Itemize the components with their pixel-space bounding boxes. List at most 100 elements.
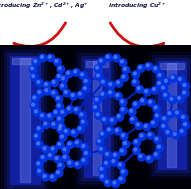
Circle shape <box>52 91 55 94</box>
Circle shape <box>70 92 77 100</box>
Circle shape <box>38 91 41 94</box>
Circle shape <box>96 66 99 69</box>
Circle shape <box>147 99 155 107</box>
Circle shape <box>59 134 67 141</box>
Circle shape <box>58 123 65 131</box>
Circle shape <box>180 114 188 122</box>
Circle shape <box>132 79 139 86</box>
Circle shape <box>84 152 87 154</box>
Circle shape <box>45 83 48 86</box>
Circle shape <box>64 91 67 94</box>
Circle shape <box>77 91 85 98</box>
Bar <box>155 58 189 172</box>
Circle shape <box>47 54 55 62</box>
Circle shape <box>132 71 140 78</box>
Circle shape <box>173 133 176 136</box>
Circle shape <box>57 126 65 134</box>
Circle shape <box>158 82 160 84</box>
Circle shape <box>63 155 66 158</box>
Bar <box>152 55 191 175</box>
Circle shape <box>96 138 104 146</box>
Circle shape <box>58 127 61 130</box>
Circle shape <box>99 147 102 150</box>
Circle shape <box>99 166 106 174</box>
Circle shape <box>29 66 37 73</box>
Circle shape <box>100 79 108 87</box>
Circle shape <box>56 116 64 123</box>
Circle shape <box>161 116 169 123</box>
Circle shape <box>157 72 164 80</box>
Circle shape <box>63 148 66 151</box>
Circle shape <box>83 78 91 86</box>
Circle shape <box>37 127 40 130</box>
Circle shape <box>138 66 141 69</box>
Circle shape <box>49 174 57 181</box>
Circle shape <box>105 54 112 62</box>
Circle shape <box>61 110 64 113</box>
Circle shape <box>176 111 178 114</box>
Circle shape <box>108 128 110 131</box>
Circle shape <box>48 55 51 58</box>
Circle shape <box>119 163 121 166</box>
Circle shape <box>98 146 106 154</box>
Circle shape <box>122 66 130 74</box>
Circle shape <box>57 104 60 107</box>
Circle shape <box>168 112 171 115</box>
Circle shape <box>79 112 86 119</box>
Circle shape <box>43 121 50 129</box>
Circle shape <box>100 167 103 170</box>
Circle shape <box>170 98 173 100</box>
Circle shape <box>154 153 157 156</box>
Circle shape <box>153 151 161 159</box>
Circle shape <box>174 110 182 117</box>
Circle shape <box>114 127 122 135</box>
Circle shape <box>58 143 61 145</box>
Circle shape <box>112 180 119 187</box>
Circle shape <box>133 72 136 75</box>
Circle shape <box>78 127 81 130</box>
Circle shape <box>100 91 107 99</box>
FancyArrowPatch shape <box>14 23 66 46</box>
Circle shape <box>183 123 186 126</box>
Circle shape <box>103 160 111 168</box>
Circle shape <box>67 107 70 110</box>
Circle shape <box>72 130 75 133</box>
Circle shape <box>146 64 149 67</box>
Circle shape <box>36 125 44 133</box>
Circle shape <box>40 154 47 162</box>
Circle shape <box>145 63 153 70</box>
Circle shape <box>101 132 104 135</box>
Circle shape <box>66 106 74 113</box>
Circle shape <box>151 86 159 94</box>
Circle shape <box>79 72 87 79</box>
Circle shape <box>133 139 141 146</box>
Circle shape <box>32 58 40 66</box>
Circle shape <box>113 153 117 156</box>
Circle shape <box>45 89 48 92</box>
Circle shape <box>58 163 61 166</box>
Circle shape <box>162 86 164 89</box>
Circle shape <box>71 94 74 97</box>
Circle shape <box>36 89 44 97</box>
Circle shape <box>42 146 49 153</box>
Text: introducing $\bfit{Cu}^{2+}$: introducing $\bfit{Cu}^{2+}$ <box>108 1 167 11</box>
Circle shape <box>121 100 124 103</box>
Circle shape <box>83 87 86 90</box>
Circle shape <box>55 95 63 103</box>
Circle shape <box>117 162 125 169</box>
Circle shape <box>92 104 100 112</box>
Circle shape <box>147 156 150 159</box>
Circle shape <box>122 140 130 148</box>
Circle shape <box>106 55 109 58</box>
Bar <box>81 56 113 180</box>
Circle shape <box>164 79 167 82</box>
Circle shape <box>115 80 123 87</box>
Circle shape <box>182 82 189 90</box>
Circle shape <box>63 128 71 136</box>
Circle shape <box>139 98 147 105</box>
Circle shape <box>57 97 59 100</box>
Circle shape <box>34 110 37 113</box>
Circle shape <box>81 143 88 151</box>
Circle shape <box>120 132 128 140</box>
Circle shape <box>48 154 51 156</box>
